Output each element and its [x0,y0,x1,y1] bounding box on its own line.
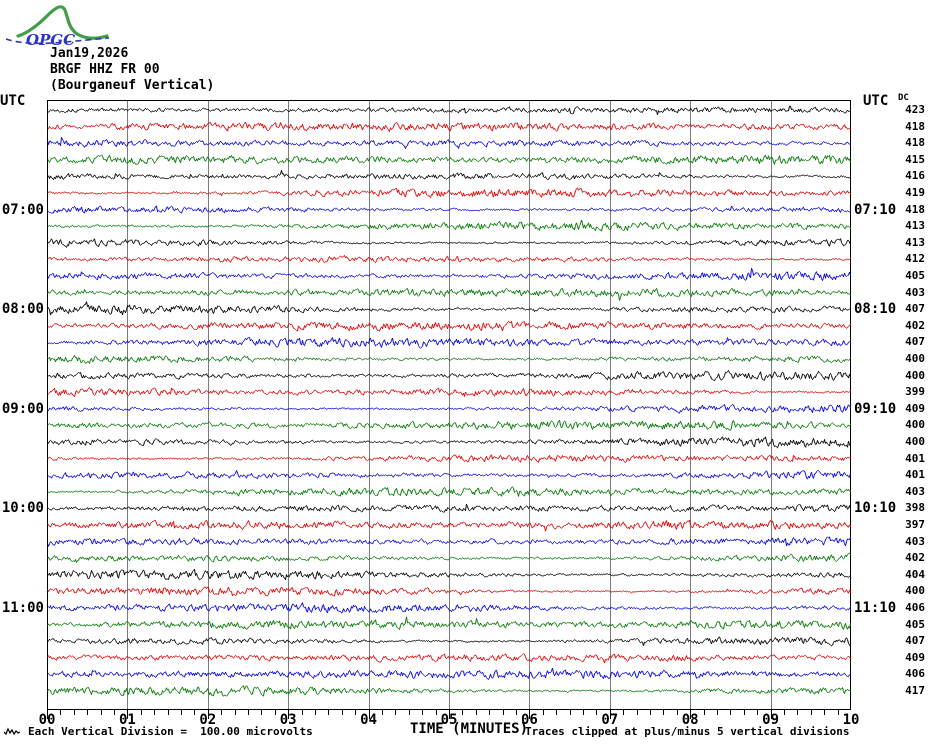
right-hour-label: 11:10 [854,600,897,616]
dc-offset-value: 415 [905,152,925,166]
x-tick-label: 01 [118,712,136,728]
logo-mountain-curve [16,5,109,40]
dc-offset-value: 405 [905,269,925,282]
logo-text: OPGC [26,31,75,49]
x-tick-label: 02 [199,712,217,728]
dc-offset-value: 418 [905,119,925,133]
dc-offset-value: 412 [905,252,925,266]
header-station-name: (Bourganeuf Vertical) [50,78,215,93]
dc-offset-value: 409 [905,650,925,664]
dc-offset-value: 406 [905,667,925,681]
dc-offset-value: 423 [905,103,925,116]
dc-offset-value: 416 [905,169,925,183]
logo-dashed-baseline [5,37,110,45]
x-axis-title: TIME (MINUTES) [410,721,529,737]
dc-offset-value: 402 [905,318,925,332]
dc-offset-value: 413 [905,219,925,233]
dc-offset-value: 407 [905,302,925,316]
left-hour-label: 08:00 [1,301,44,318]
dc-offset-value: 400 [905,368,925,382]
clipping-note: Traces clipped at plus/minus 5 vertical … [525,725,850,738]
dc-offset-value: 418 [905,202,925,216]
dc-offset-value: 402 [905,551,925,565]
dc-offset-value: 403 [905,484,925,498]
dc-offset-value: 409 [905,401,925,415]
x-tick-label: 05 [440,712,458,728]
dc-offset-value: 407 [905,634,925,648]
dc-offset-value: 406 [905,601,925,614]
dc-offset-value: 417 [905,684,925,697]
left-hour-label: 10:00 [1,500,44,517]
dc-offset-value: 401 [905,451,925,465]
dc-offset-value: 401 [905,468,925,482]
right-hour-label: 08:10 [854,301,897,318]
x-tick-label: 07 [601,712,619,728]
utc-label-left: UTC [0,93,26,109]
vertical-division-scale-note: Each Vertical Division = 100.00 microvol… [28,725,313,738]
right-hour-label: 09:10 [854,400,897,417]
dc-offset-value: 404 [905,567,925,581]
header-date: Jan19,2026 [50,46,129,61]
header-station-code: BRGF HHZ FR 00 [50,62,160,77]
dc-offset-value: 418 [905,136,925,150]
x-tick-label: 00 [38,712,56,728]
dc-offset-value: 405 [905,617,925,631]
x-tick-label: 09 [762,712,780,728]
opgc-logo: OPGC [5,5,110,49]
x-tick-label: 04 [360,712,378,728]
left-hour-label: 09:00 [1,400,44,417]
dc-offset-value: 400 [905,435,925,448]
dc-offset-value: 403 [905,285,925,299]
dc-offset-value: 400 [905,584,925,598]
x-tick-label: 06 [520,712,538,728]
dc-offset-value: 403 [905,534,925,548]
right-hour-label: 07:10 [854,201,897,218]
left-hour-label: 07:00 [1,201,44,218]
x-tick-label: 08 [681,712,699,728]
dc-offset-value: 398 [905,501,925,515]
dc-offset-column-header: DC [898,93,909,103]
x-tick-label: 10 [842,712,860,728]
dc-offset-value: 419 [905,186,925,199]
left-hour-label: 11:00 [1,600,44,616]
dc-offset-value: 397 [905,518,925,531]
dc-offset-value: 400 [905,352,925,365]
dc-offset-value: 399 [905,385,925,399]
utc-label-right: UTC [863,93,889,109]
dc-offset-value: 407 [905,335,925,349]
x-tick-label: 03 [279,712,297,728]
right-hour-label: 10:10 [854,500,897,517]
mini-waveform-icon [4,727,20,736]
dc-offset-value: 400 [905,418,925,432]
dc-offset-value: 413 [905,235,925,249]
helicorder-trace-plot [47,100,851,722]
